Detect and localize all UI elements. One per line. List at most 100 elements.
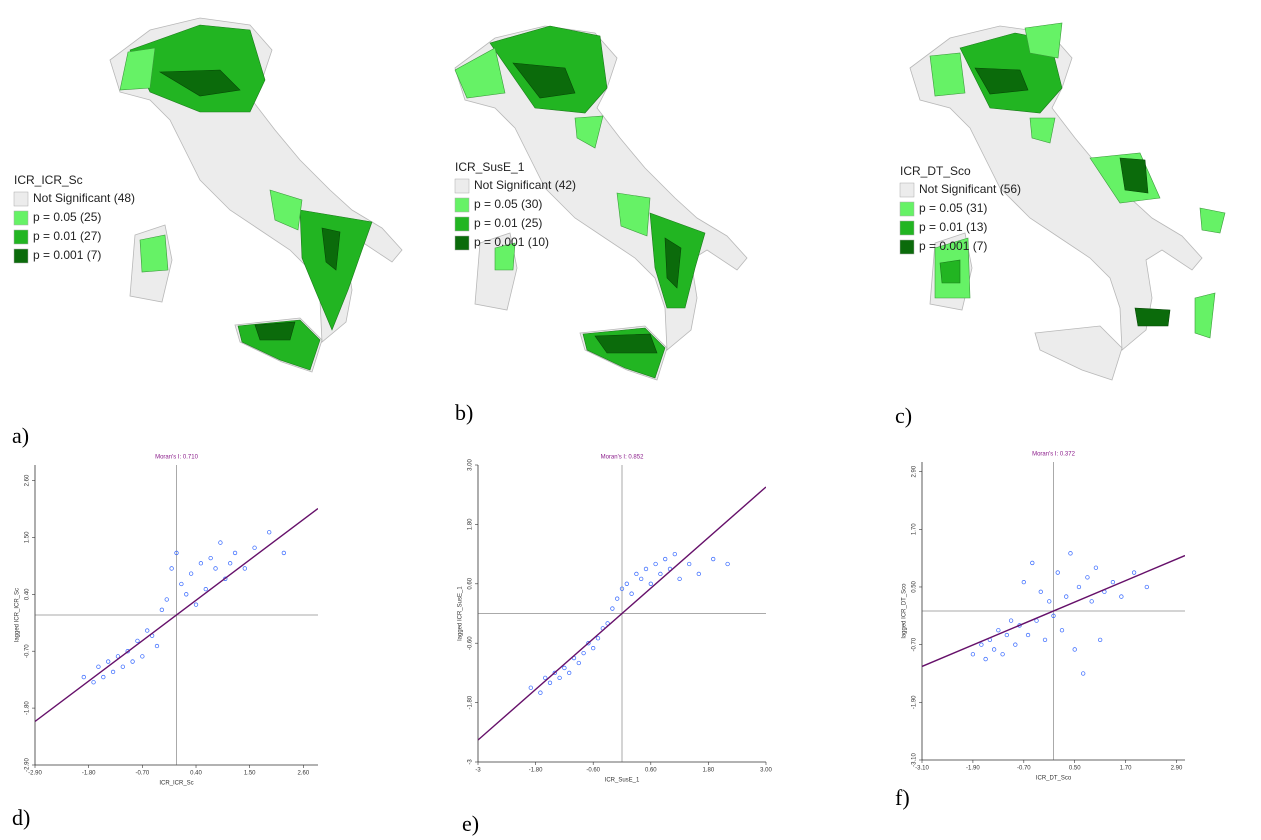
point — [1004, 632, 1009, 638]
point — [1030, 560, 1035, 566]
point — [140, 654, 145, 659]
legend-label: Not Significant (56) — [919, 182, 1021, 196]
point — [281, 550, 286, 556]
point — [96, 664, 101, 669]
legend-title: ICR_ICR_Sc — [14, 173, 83, 187]
point — [528, 685, 533, 690]
point — [581, 650, 586, 656]
y-tick-label: -1.80 — [25, 701, 31, 715]
y-tick-label: 1.50 — [25, 531, 31, 543]
point — [159, 607, 165, 612]
point — [1144, 584, 1149, 590]
x-tick-label: 2.90 — [1171, 766, 1183, 772]
point — [106, 659, 111, 664]
y-tick-label: 2.60 — [25, 474, 31, 486]
y-tick-label: 2.90 — [912, 465, 918, 477]
point — [1131, 570, 1137, 575]
point — [101, 674, 106, 680]
legend-swatch — [454, 235, 470, 251]
regression-line — [35, 507, 318, 723]
x-tick-label: 1.80 — [703, 768, 715, 774]
point — [979, 642, 984, 647]
legend-swatch — [454, 197, 470, 213]
x-tick-label: 0.60 — [645, 768, 657, 774]
panel-labels: a) b) c) d) e) f) — [12, 400, 912, 836]
x-tick-label: -0.70 — [1017, 766, 1031, 772]
point — [1068, 551, 1073, 556]
y-tick-label: 0.60 — [468, 577, 474, 589]
point — [619, 586, 625, 591]
y-tick-label: -0.60 — [468, 636, 474, 650]
point — [179, 581, 184, 587]
point — [110, 669, 116, 675]
y-tick-label: 1.80 — [468, 518, 474, 530]
point — [557, 675, 562, 680]
point — [725, 561, 730, 567]
point — [639, 576, 644, 581]
point — [198, 561, 204, 566]
x-tick-label: -2.90 — [28, 771, 42, 777]
legend-title: ICR_SusE_1 — [455, 160, 525, 174]
legend-label: p = 0.05 (30) — [474, 197, 542, 211]
point — [586, 641, 591, 646]
point — [1085, 575, 1090, 580]
point — [991, 647, 997, 652]
y-tick-label: -1.80 — [468, 695, 474, 709]
point — [711, 556, 716, 562]
legend-swatch — [13, 248, 29, 264]
x-tick-label: -3.10 — [915, 766, 929, 772]
legend-swatch — [899, 220, 915, 236]
point — [1042, 637, 1048, 642]
point — [228, 561, 233, 566]
x-axis-label: ICR_ICR_Sc — [159, 781, 193, 787]
point — [634, 571, 639, 577]
point — [1076, 584, 1082, 590]
point — [663, 556, 668, 562]
point — [1021, 580, 1026, 585]
point — [1110, 580, 1116, 585]
point — [1072, 647, 1077, 652]
panel-label: b) — [455, 400, 473, 425]
point — [687, 561, 692, 567]
point — [610, 606, 615, 611]
point — [1059, 628, 1065, 633]
point — [188, 571, 194, 576]
point — [648, 581, 653, 586]
point — [538, 690, 543, 695]
point — [996, 628, 1001, 633]
point — [1081, 671, 1086, 676]
legend-label: Not Significant (42) — [474, 178, 576, 192]
point — [552, 670, 557, 676]
point — [203, 586, 208, 592]
legend-swatch — [454, 178, 470, 194]
x-tick-label: 0.50 — [1069, 766, 1081, 772]
regression-line — [922, 554, 1185, 668]
point — [130, 659, 135, 664]
point — [696, 571, 701, 577]
chart-title: Moran's I: 0.372 — [1032, 452, 1075, 458]
point — [164, 597, 169, 602]
point — [91, 680, 96, 685]
point — [1047, 599, 1052, 604]
y-tick-label: -0.70 — [912, 637, 918, 651]
point — [624, 581, 629, 586]
point — [154, 643, 160, 649]
point — [591, 646, 596, 651]
y-tick-label: -1.90 — [912, 695, 918, 709]
legend-swatch — [899, 239, 915, 255]
chart-title: Moran's I: 0.852 — [601, 455, 644, 461]
point — [135, 638, 140, 644]
x-tick-label: 2.60 — [298, 771, 310, 777]
regression-line — [478, 486, 766, 741]
point — [658, 571, 663, 577]
x-tick-label: 0.40 — [190, 771, 202, 777]
point — [184, 592, 189, 597]
point — [213, 566, 218, 571]
y-tick-label: 3.00 — [468, 459, 474, 471]
scatter-plot: Moran's I: 0.372 -3.10 -1.90 -0.70 0.50 1.70 2… — [902, 452, 1185, 782]
legend-swatch — [899, 182, 915, 198]
legend-label: Not Significant (48) — [33, 191, 135, 205]
legend-label: p = 0.01 (25) — [474, 216, 542, 230]
y-tick-label: -3 — [468, 759, 474, 765]
